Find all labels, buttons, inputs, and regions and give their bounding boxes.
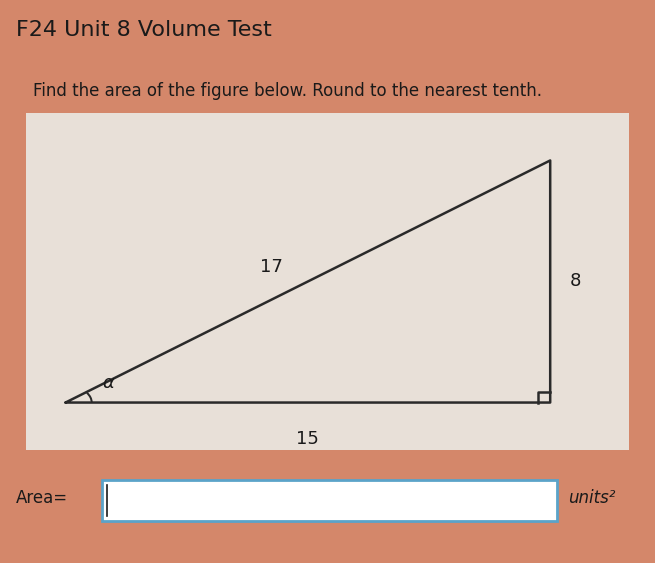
Text: Area=: Area=	[16, 489, 69, 507]
Text: 17: 17	[261, 258, 283, 276]
Text: 8: 8	[569, 272, 581, 291]
Text: α: α	[102, 374, 114, 392]
Bar	[26, 113, 629, 450]
Bar	[102, 480, 557, 521]
Text: 15: 15	[297, 430, 319, 448]
Text: units²: units²	[569, 489, 616, 507]
Text: F24 Unit 8 Volume Test: F24 Unit 8 Volume Test	[16, 20, 272, 40]
Text: Find the area of the figure below. Round to the nearest tenth.: Find the area of the figure below. Round…	[33, 82, 542, 100]
